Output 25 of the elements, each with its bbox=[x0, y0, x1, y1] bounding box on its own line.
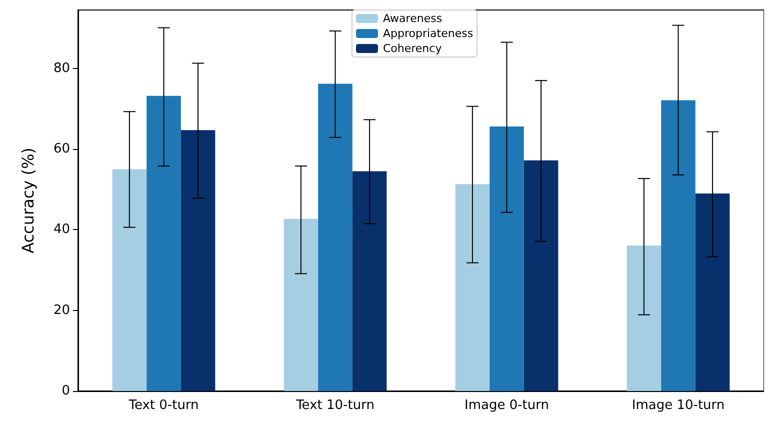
bar bbox=[352, 171, 387, 391]
bar bbox=[455, 184, 490, 391]
bar bbox=[318, 84, 352, 391]
bar bbox=[146, 96, 181, 391]
legend-label: Coherency bbox=[382, 42, 442, 55]
bar bbox=[112, 169, 147, 391]
x-tick-label: Image 0-turn bbox=[464, 398, 549, 413]
x-tick-label: Text 0-turn bbox=[128, 398, 199, 413]
y-axis-title: Accuracy (%) bbox=[18, 148, 38, 254]
y-tick-label: 40 bbox=[53, 222, 70, 238]
bar bbox=[661, 100, 696, 391]
x-tick-label: Image 10-turn bbox=[632, 398, 725, 413]
bar bbox=[626, 245, 662, 391]
legend-label: Awareness bbox=[382, 12, 442, 25]
legend-label: Appropriateness bbox=[382, 27, 474, 40]
y-tick-label: 0 bbox=[62, 384, 70, 398]
y-tick-label: 80 bbox=[53, 60, 70, 76]
bar bbox=[695, 193, 730, 391]
bar bbox=[284, 218, 318, 391]
bar bbox=[524, 160, 558, 391]
bar bbox=[490, 126, 524, 391]
x-tick-label: Text 10-turn bbox=[295, 398, 374, 413]
bar bbox=[180, 130, 216, 391]
y-tick-label: 20 bbox=[53, 302, 70, 318]
y-tick-label: 60 bbox=[53, 142, 70, 157]
